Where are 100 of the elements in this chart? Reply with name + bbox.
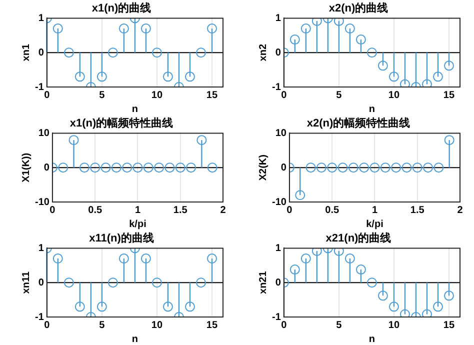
point: [338, 162, 348, 173]
x-tick-label: 0.5: [88, 204, 102, 216]
point: [370, 162, 380, 173]
x-tick-label: 15: [443, 320, 455, 331]
x-tick-label: 2: [457, 204, 464, 216]
x-tick-label: 10: [151, 90, 163, 101]
point: [422, 79, 432, 87]
x-tick-label: 5: [99, 320, 106, 331]
point: [444, 135, 454, 146]
point: [206, 24, 217, 34]
y-axis-title: X2(K): [258, 154, 269, 181]
point: [64, 278, 74, 288]
y-axis-title: xn2: [258, 44, 269, 62]
x-tick-label: 15: [206, 320, 218, 331]
y-tick-label: -1: [272, 312, 282, 323]
point: [378, 290, 388, 301]
point: [388, 302, 399, 312]
point: [422, 309, 432, 317]
point: [391, 162, 402, 173]
y-tick-label: -10: [272, 196, 287, 208]
y-tick-label: 0: [38, 277, 44, 288]
x-tick-label: 10: [388, 90, 400, 101]
y-tick-label: 1: [38, 12, 44, 24]
x-tick-label: 1: [134, 204, 141, 216]
y-tick-label: 1: [275, 12, 282, 24]
chart-title: x11(n)的曲线: [89, 232, 154, 245]
x-tick-label: 10: [151, 320, 163, 331]
y-tick-label: -1: [272, 82, 282, 93]
point: [359, 162, 370, 173]
point: [423, 162, 434, 173]
point: [108, 278, 118, 288]
point: [300, 254, 311, 264]
y-axis-title: X1(K)): [20, 152, 32, 182]
point: [306, 162, 316, 173]
point: [74, 72, 85, 82]
point: [444, 290, 454, 301]
point: [412, 162, 422, 173]
x-tick-label: 10: [388, 320, 400, 331]
y-tick-label: -1: [34, 82, 44, 93]
point: [295, 190, 306, 200]
point: [334, 248, 344, 256]
point: [312, 18, 322, 26]
chart-title: x2(n)的曲线: [328, 2, 388, 15]
point: [152, 278, 162, 288]
x-tick-label: 1.5: [173, 204, 188, 216]
point: [118, 24, 129, 34]
point: [300, 24, 311, 34]
point: [52, 254, 63, 264]
point: [184, 302, 195, 312]
point: [184, 72, 195, 82]
x-tick-label: 5: [336, 90, 342, 101]
chart-title: x1(n)的曲线: [92, 2, 152, 15]
point: [432, 302, 443, 312]
x-axis-title: n: [132, 334, 138, 345]
point: [206, 254, 217, 264]
point: [162, 302, 173, 312]
point: [356, 34, 366, 45]
y-tick-label: 0: [275, 47, 282, 58]
point: [344, 254, 355, 264]
point: [444, 60, 454, 71]
point: [380, 162, 390, 173]
chart-title: x2(n)的幅频特性曲线: [306, 116, 410, 130]
x-tick-label: 0.5: [325, 204, 340, 216]
point: [196, 48, 206, 58]
point: [290, 264, 300, 275]
point: [388, 72, 399, 82]
x-axis-title: n: [368, 334, 375, 345]
point: [402, 162, 412, 173]
y-tick-label: -1: [34, 312, 44, 323]
x-axis-title: k/pi: [129, 218, 147, 230]
point: [378, 60, 388, 71]
point: [52, 24, 63, 34]
point: [334, 18, 344, 26]
point: [74, 302, 85, 312]
point: [348, 162, 358, 173]
x-tick-label: 5: [336, 320, 342, 331]
x-tick-label: 15: [206, 90, 218, 101]
point: [118, 254, 129, 264]
point: [64, 48, 74, 58]
y-tick-label: 10: [38, 128, 50, 139]
x-tick-label: 2: [220, 204, 226, 216]
point: [140, 254, 151, 264]
point: [400, 309, 410, 317]
chart-title: x21(n)的曲线: [326, 232, 392, 245]
y-tick-label: 1: [275, 242, 282, 254]
y-tick-label: 0: [38, 47, 44, 58]
point: [312, 248, 322, 256]
y-tick-label: 0: [44, 162, 50, 174]
point: [356, 264, 366, 275]
x-tick-label: 15: [443, 90, 455, 101]
x-axis-title: k/pi: [366, 218, 384, 230]
point: [96, 72, 107, 82]
y-axis-title: xn21: [258, 270, 269, 294]
x-axis-title: n: [368, 104, 375, 115]
point: [162, 72, 173, 82]
x-axis-title: n: [132, 104, 138, 115]
point: [290, 34, 300, 45]
point: [327, 162, 338, 173]
y-tick-label: 0: [280, 162, 287, 174]
y-tick-label: -10: [35, 196, 50, 208]
